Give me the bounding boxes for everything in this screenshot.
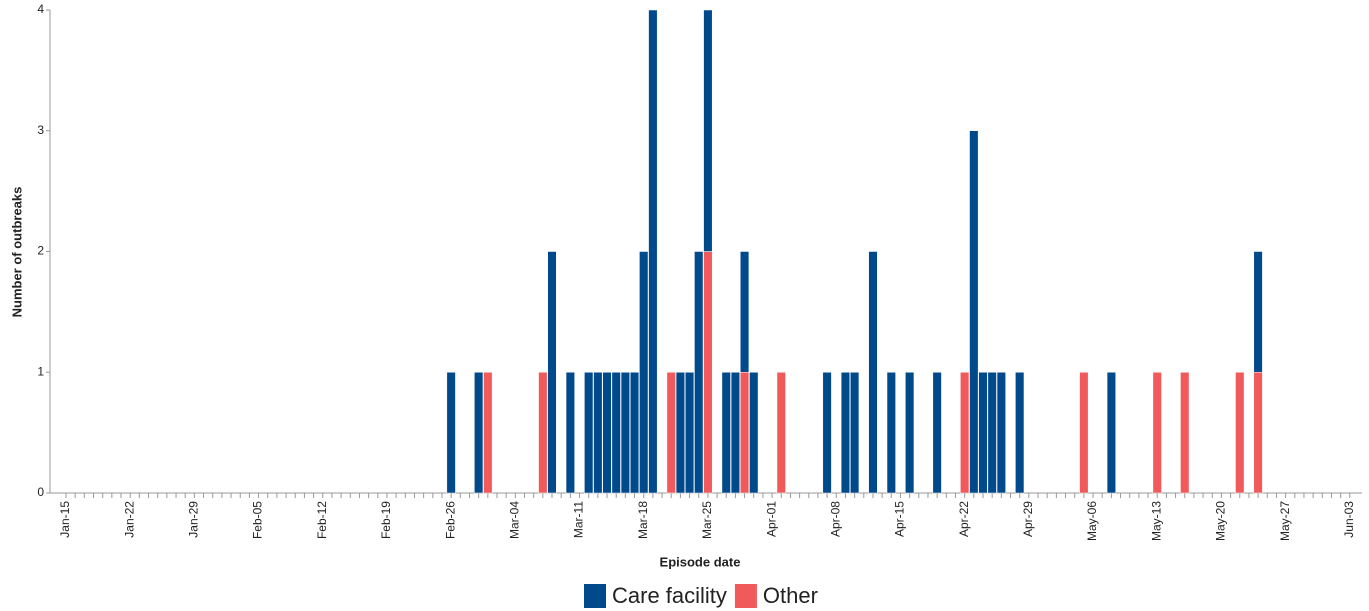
bar-segment [565, 372, 575, 494]
y-axis-label: Number of outbreaks [9, 187, 24, 318]
bar-segment [602, 372, 612, 494]
x-axis-label: Episode date [660, 554, 741, 569]
x-tick-label: Jan-15 [58, 501, 72, 538]
legend-swatch [584, 584, 606, 608]
bar-segment [685, 372, 695, 494]
y-tick-label: 1 [37, 364, 44, 378]
bar-segment [905, 372, 915, 494]
bar-segment [474, 372, 484, 494]
x-tick-label: Feb-12 [315, 501, 329, 539]
legend-label: Other [763, 583, 818, 608]
x-tick-label: Jan-29 [187, 501, 201, 538]
x-tick-label: Jan-22 [122, 501, 136, 538]
bar-segment [611, 372, 621, 494]
legend-swatch [734, 584, 757, 608]
bar-segment [538, 372, 548, 494]
bar-segment [822, 372, 832, 494]
bar-segment [547, 251, 557, 494]
bar-segment [483, 372, 493, 494]
bar-segment [703, 251, 713, 494]
bar-segment [1015, 372, 1025, 494]
x-tick-label: Feb-19 [379, 501, 393, 539]
x-tick-label: May-13 [1149, 501, 1163, 541]
bar-segment [960, 372, 970, 494]
bar-segment [868, 251, 878, 494]
bar-segment [584, 372, 594, 494]
x-tick-label: Jun-03 [1342, 501, 1356, 538]
bar-segment [978, 372, 988, 494]
x-tick-label: Apr-15 [893, 501, 907, 537]
x-tick-label: Mar-11 [572, 501, 586, 538]
bar-segment [629, 372, 640, 494]
bar-segment [593, 372, 603, 494]
x-tick-label: Apr-08 [828, 501, 842, 537]
y-tick-label: 2 [37, 244, 44, 258]
bar-segment [1235, 372, 1245, 494]
x-tick-label: Apr-22 [957, 501, 971, 537]
x-tick-label: Apr-29 [1021, 501, 1035, 537]
bar-segment [749, 372, 759, 494]
bar-segment [666, 372, 676, 494]
bar-segment [721, 372, 731, 494]
x-tick-label: May-27 [1278, 501, 1292, 541]
x-tick-label: Apr-01 [764, 501, 778, 537]
bar-segment [703, 9, 713, 252]
bar-segment [1180, 372, 1190, 494]
bar-segment [987, 372, 997, 494]
bar-segment [840, 372, 851, 494]
bar-segment [1253, 372, 1263, 494]
x-tick-label: May-20 [1214, 501, 1228, 541]
x-tick-label: Mar-04 [508, 501, 522, 539]
bar-segment [639, 251, 649, 494]
x-tick-label: Feb-26 [443, 501, 457, 539]
bar-segment [620, 372, 630, 494]
y-tick-label: 0 [37, 485, 44, 499]
bar-segment [1152, 372, 1162, 494]
bar-segment [675, 372, 685, 494]
bar-segment [850, 372, 860, 494]
x-tick-label: Feb-05 [251, 501, 265, 539]
bar-segment [648, 9, 658, 494]
bar-segment [1079, 372, 1089, 494]
bar-segment [740, 251, 750, 373]
bar-segment [932, 372, 942, 494]
x-tick-label: Mar-18 [636, 501, 650, 539]
legend-label: Care facility [612, 583, 727, 608]
bar-segment [776, 372, 786, 494]
y-tick-label: 4 [37, 2, 44, 16]
bar-segment [1253, 251, 1263, 373]
bar-segment [886, 372, 896, 494]
bar-segment [996, 372, 1006, 494]
bar-segment [694, 251, 704, 494]
x-tick-label: May-06 [1085, 501, 1099, 541]
bar-segment [446, 372, 456, 494]
y-tick-label: 3 [37, 123, 44, 137]
x-tick-label: Mar-25 [700, 501, 714, 539]
bar-segment [969, 130, 979, 494]
bar-segment [730, 372, 740, 494]
bar-segment [740, 372, 750, 494]
bar-segment [1106, 372, 1116, 494]
